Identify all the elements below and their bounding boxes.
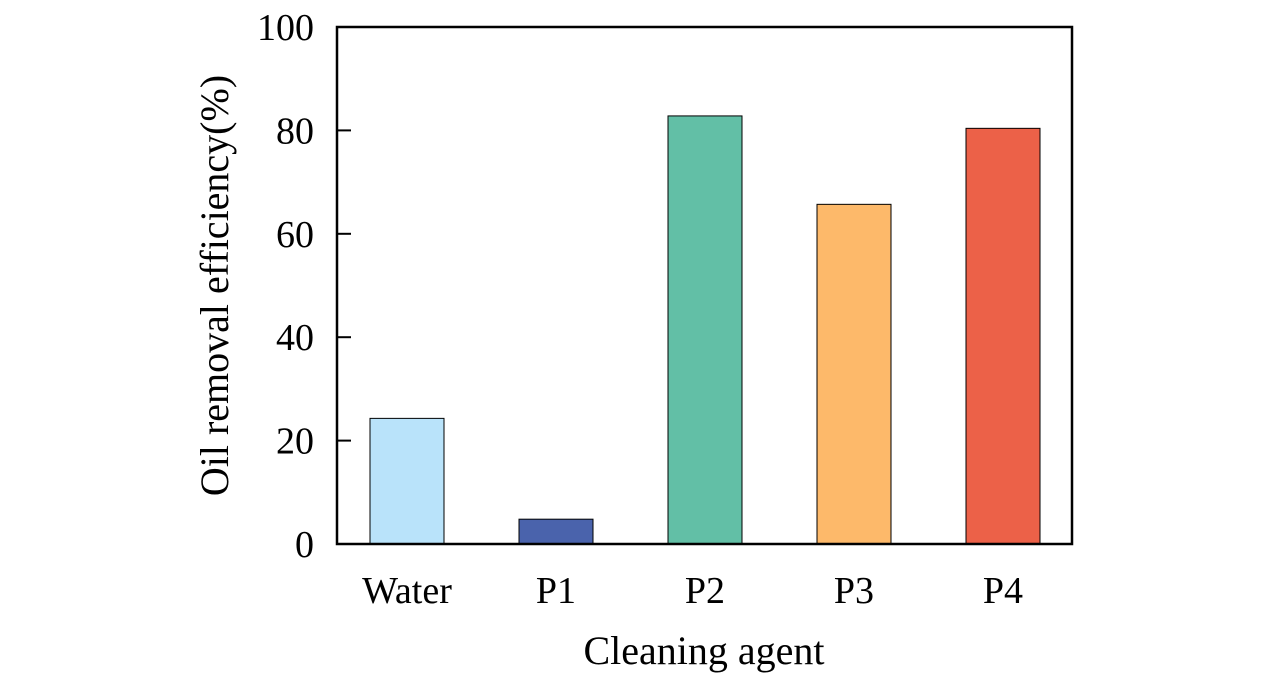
x-tick-label-p3: P3: [834, 570, 874, 612]
y-axis-label: Oil removal efficiency(%): [192, 75, 237, 496]
y-tick-label-20: 20: [276, 421, 314, 463]
y-axis-ticks: 0 20 40 60 80 100: [257, 7, 351, 566]
bars-group: [369, 115, 1041, 545]
x-tick-label-water: Water: [362, 570, 452, 612]
x-axis-label: Cleaning agent: [583, 628, 824, 673]
bar-p2: [667, 115, 743, 545]
bar-p1: [518, 518, 594, 545]
plot-frame: [335, 25, 1074, 546]
x-tick-label-p1: P1: [536, 570, 576, 612]
y-tick-label-0: 0: [295, 524, 314, 566]
y-tick-label-40: 40: [276, 317, 314, 359]
y-tick-label-80: 80: [276, 110, 314, 152]
bar-p4: [965, 127, 1041, 545]
y-tick-label-60: 60: [276, 214, 314, 256]
y-tick-label-100: 100: [257, 7, 314, 49]
x-axis-ticks: Water P1 P2 P3 P4: [362, 570, 1023, 612]
bar-water: [369, 417, 445, 545]
bar-p3: [816, 203, 892, 545]
x-tick-label-p4: P4: [983, 570, 1023, 612]
x-tick-label-p2: P2: [685, 570, 725, 612]
